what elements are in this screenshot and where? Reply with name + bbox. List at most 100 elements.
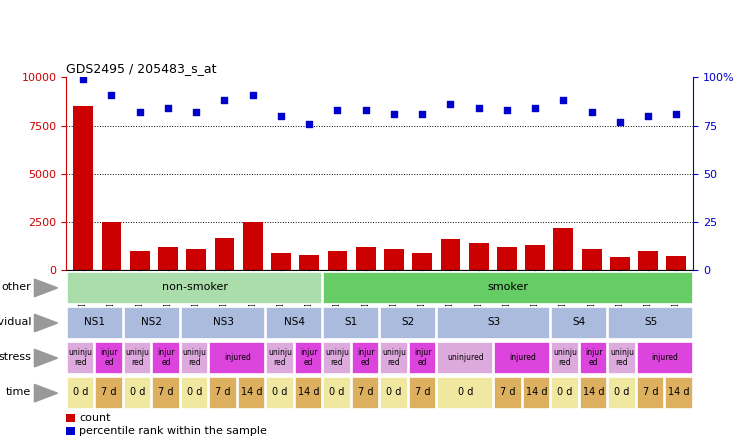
Bar	[323, 342, 350, 374]
Text: uninju
red: uninju red	[325, 348, 349, 367]
Bar	[181, 377, 208, 409]
Point	[643, 112, 654, 119]
Text: NS2: NS2	[141, 317, 162, 327]
Bar	[96, 342, 123, 374]
Bar	[66, 427, 75, 435]
Bar	[158, 247, 178, 270]
Text: 14 d: 14 d	[298, 388, 319, 397]
Point	[501, 107, 513, 114]
Text: 7 d: 7 d	[358, 388, 373, 397]
Text: uninjured: uninjured	[447, 353, 484, 362]
Text: 0 d: 0 d	[73, 388, 88, 397]
Bar	[102, 222, 121, 270]
Bar	[609, 307, 693, 339]
Point	[388, 111, 400, 118]
Bar	[295, 342, 322, 374]
Text: 0 d: 0 d	[557, 388, 573, 397]
Bar	[409, 342, 436, 374]
Text: uninju
red: uninju red	[610, 348, 634, 367]
Bar	[381, 377, 408, 409]
Point	[473, 105, 484, 112]
Bar	[667, 256, 686, 270]
Point	[247, 91, 258, 98]
Bar	[124, 377, 151, 409]
Bar	[271, 253, 291, 270]
Bar	[523, 377, 551, 409]
Point	[191, 108, 202, 115]
Text: uninju
red: uninju red	[382, 348, 406, 367]
Point	[529, 105, 541, 112]
Bar	[437, 342, 493, 374]
Polygon shape	[35, 279, 57, 297]
Text: uninju
red: uninju red	[68, 348, 93, 367]
Text: uninju
red: uninju red	[183, 348, 207, 367]
Bar	[581, 249, 601, 270]
Bar	[266, 342, 294, 374]
Polygon shape	[35, 349, 57, 367]
Bar	[124, 342, 151, 374]
Bar	[637, 377, 664, 409]
Text: NS1: NS1	[84, 317, 105, 327]
Text: stress: stress	[0, 353, 31, 362]
Point	[134, 108, 146, 115]
Text: count: count	[79, 413, 110, 423]
Point	[162, 105, 174, 112]
Bar	[580, 342, 607, 374]
Bar	[610, 257, 630, 270]
Bar	[495, 377, 522, 409]
Bar	[495, 342, 551, 374]
Bar	[266, 307, 322, 339]
Bar	[214, 238, 234, 270]
Bar	[553, 228, 573, 270]
Text: S2: S2	[402, 317, 415, 327]
Text: other: other	[1, 282, 31, 292]
Bar	[209, 377, 237, 409]
Bar	[266, 377, 294, 409]
Text: GDS2495 / 205483_s_at: GDS2495 / 205483_s_at	[66, 62, 216, 75]
Bar	[551, 307, 607, 339]
Text: injured: injured	[509, 353, 536, 362]
Bar	[409, 377, 436, 409]
Bar	[181, 307, 265, 339]
Text: NS4: NS4	[284, 317, 305, 327]
Point	[275, 112, 287, 119]
Bar	[441, 239, 460, 270]
Text: injur
ed: injur ed	[100, 348, 118, 367]
Text: S5: S5	[644, 317, 657, 327]
Polygon shape	[35, 385, 57, 402]
Text: injur
ed: injur ed	[357, 348, 375, 367]
Bar	[526, 245, 545, 270]
Text: 7 d: 7 d	[415, 388, 431, 397]
Point	[614, 118, 626, 125]
Point	[445, 101, 456, 108]
Bar	[437, 307, 551, 339]
Bar	[384, 249, 404, 270]
Text: 7 d: 7 d	[158, 388, 174, 397]
Bar	[381, 342, 408, 374]
Bar	[181, 342, 208, 374]
Text: percentile rank within the sample: percentile rank within the sample	[79, 426, 267, 436]
Bar	[352, 342, 379, 374]
Text: 0 d: 0 d	[187, 388, 202, 397]
Text: 7 d: 7 d	[102, 388, 117, 397]
Point	[219, 97, 230, 104]
Text: 7 d: 7 d	[500, 388, 516, 397]
Bar	[323, 307, 379, 339]
Point	[557, 97, 569, 104]
Text: individual: individual	[0, 317, 31, 327]
Bar	[186, 249, 206, 270]
Bar	[67, 307, 123, 339]
Bar	[67, 342, 94, 374]
Text: uninju
red: uninju red	[268, 348, 292, 367]
Text: NS3: NS3	[213, 317, 233, 327]
Bar	[638, 251, 658, 270]
Text: injur
ed: injur ed	[585, 348, 602, 367]
Bar	[67, 377, 94, 409]
Bar	[209, 342, 265, 374]
Bar	[665, 377, 693, 409]
Point	[331, 107, 343, 114]
Text: S4: S4	[573, 317, 586, 327]
Text: 14 d: 14 d	[583, 388, 604, 397]
Bar	[323, 377, 350, 409]
Text: smoker: smoker	[487, 282, 528, 292]
